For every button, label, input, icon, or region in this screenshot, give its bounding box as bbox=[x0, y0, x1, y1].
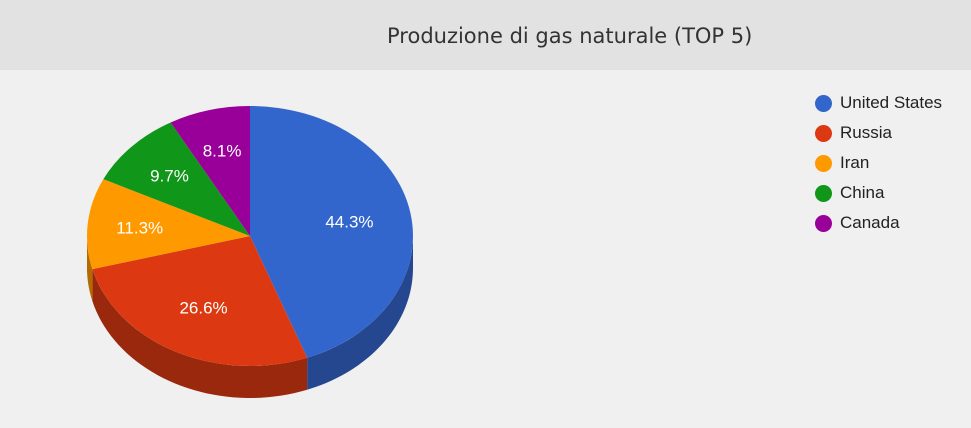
chart-area: 44.3% 26.6% 11.3% 9.7% 8.1% United States Ru… bbox=[0, 70, 971, 428]
legend-item[interactable]: China bbox=[815, 178, 942, 208]
pie-slice[interactable] bbox=[103, 122, 251, 236]
legend-label: United States bbox=[840, 93, 943, 112]
pie-data-labels: 44.3% 26.6% 11.3% 9.7% 8.1% bbox=[116, 141, 373, 317]
pie-slice[interactable] bbox=[250, 106, 413, 358]
legend-label: Canada bbox=[840, 213, 900, 232]
legend-item[interactable]: Canada bbox=[815, 208, 942, 238]
legend: United States Russia Iran China Canada bbox=[815, 88, 942, 238]
pie-slice[interactable] bbox=[92, 236, 308, 366]
legend-swatch bbox=[815, 94, 832, 112]
legend-item[interactable]: Russia bbox=[815, 118, 942, 148]
pie-data-label: 8.1% bbox=[203, 141, 242, 160]
legend-label: Iran bbox=[840, 153, 870, 172]
legend-swatch bbox=[815, 154, 832, 172]
pie-slice-side bbox=[87, 236, 93, 302]
legend-label: Russia bbox=[840, 123, 892, 142]
pie-slice[interactable] bbox=[170, 106, 250, 236]
legend-swatch bbox=[815, 184, 832, 202]
pie-data-label: 11.3% bbox=[116, 218, 163, 237]
legend-swatch bbox=[815, 124, 832, 142]
pie-data-label: 26.6% bbox=[179, 299, 227, 318]
chart-title: Produzione di gas naturale (TOP 5) bbox=[387, 24, 753, 48]
pie-side-walls bbox=[87, 236, 413, 398]
pie-slice-side bbox=[92, 269, 308, 398]
legend-swatch bbox=[815, 214, 832, 232]
legend-item[interactable]: Iran bbox=[815, 148, 942, 178]
pie-slices bbox=[87, 106, 413, 366]
legend-item[interactable]: United States bbox=[815, 88, 942, 118]
pie-data-label: 44.3% bbox=[325, 213, 373, 232]
pie-chart: 44.3% 26.6% 11.3% 9.7% 8.1% bbox=[87, 106, 413, 398]
chart-header: Produzione di gas naturale (TOP 5) bbox=[0, 0, 971, 70]
pie-slice[interactable] bbox=[87, 179, 250, 270]
legend-label: China bbox=[840, 183, 885, 202]
pie-slice-side bbox=[307, 236, 413, 390]
pie-data-label: 9.7% bbox=[150, 166, 189, 185]
